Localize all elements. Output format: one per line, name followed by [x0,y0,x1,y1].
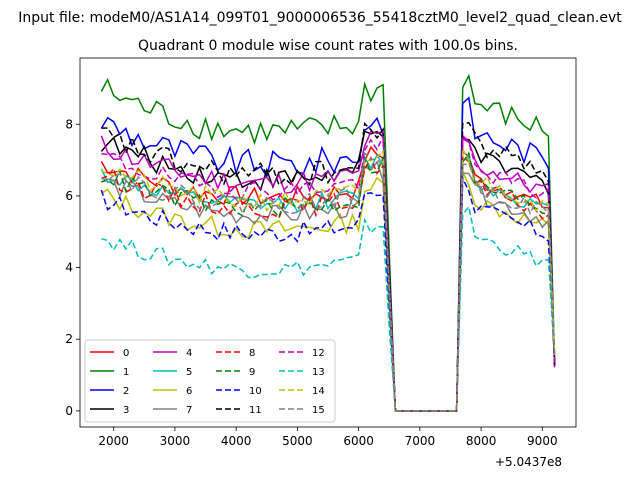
series-line-11 [101,121,556,412]
legend-label-11: 11 [249,405,262,416]
series-line-1 [100,73,556,412]
legend-label-15: 15 [312,405,325,416]
series-line-10 [100,177,556,412]
legend-label-12: 12 [312,348,325,359]
y-tick-label: 2 [65,332,73,346]
x-tick-label: 5000 [282,434,313,448]
legend-label-2: 2 [123,386,129,397]
x-axis: 2000 3000 4000 5000 6000 7000 8000 9000 [98,427,558,448]
series-line-2 [100,96,556,412]
legend-label-6: 6 [186,386,192,397]
y-axis: 0 2 4 6 8 [65,117,80,418]
x-tick-label: 9000 [527,434,558,448]
legend-label-14: 14 [312,386,325,397]
legend-label-1: 1 [123,367,129,378]
x-tick-label: 7000 [405,434,436,448]
series-line-6 [101,171,556,412]
y-tick-label: 6 [65,189,73,203]
axes-frame [79,57,577,428]
chart-title: Quadrant 0 module wise count rates with … [138,38,518,54]
y-tick-label: 8 [65,117,73,131]
plot-area [100,73,556,412]
legend-label-3: 3 [123,405,129,416]
series-line-12 [101,135,556,412]
x-tick-label: 6000 [343,434,374,448]
x-tick-label: 2000 [98,434,129,448]
legend-label-7: 7 [186,405,192,416]
legend-label-8: 8 [249,348,255,359]
series-line-13 [101,205,556,412]
legend-label-9: 9 [249,367,255,378]
series-line-4 [100,130,556,412]
legend-label-13: 13 [312,367,325,378]
x-tick-label: 4000 [221,434,252,448]
series-line-5 [100,153,556,412]
series-line-15 [101,151,556,412]
series-line-3 [100,130,556,412]
chart-suptitle: Input file: modeM0/AS1A14_099T01_9000006… [18,10,622,26]
y-tick-label: 4 [65,261,73,275]
legend-label-10: 10 [249,386,262,397]
legend-label-5: 5 [186,367,192,378]
x-tick-label: 8000 [466,434,497,448]
x-offset-label: +5.0437e8 [495,455,562,469]
legend-label-0: 0 [123,348,129,359]
series-line-14 [101,148,556,412]
legend-label-4: 4 [186,348,192,359]
legend-box [84,339,336,423]
x-tick-label: 3000 [160,434,191,448]
y-tick-label: 0 [65,404,73,418]
